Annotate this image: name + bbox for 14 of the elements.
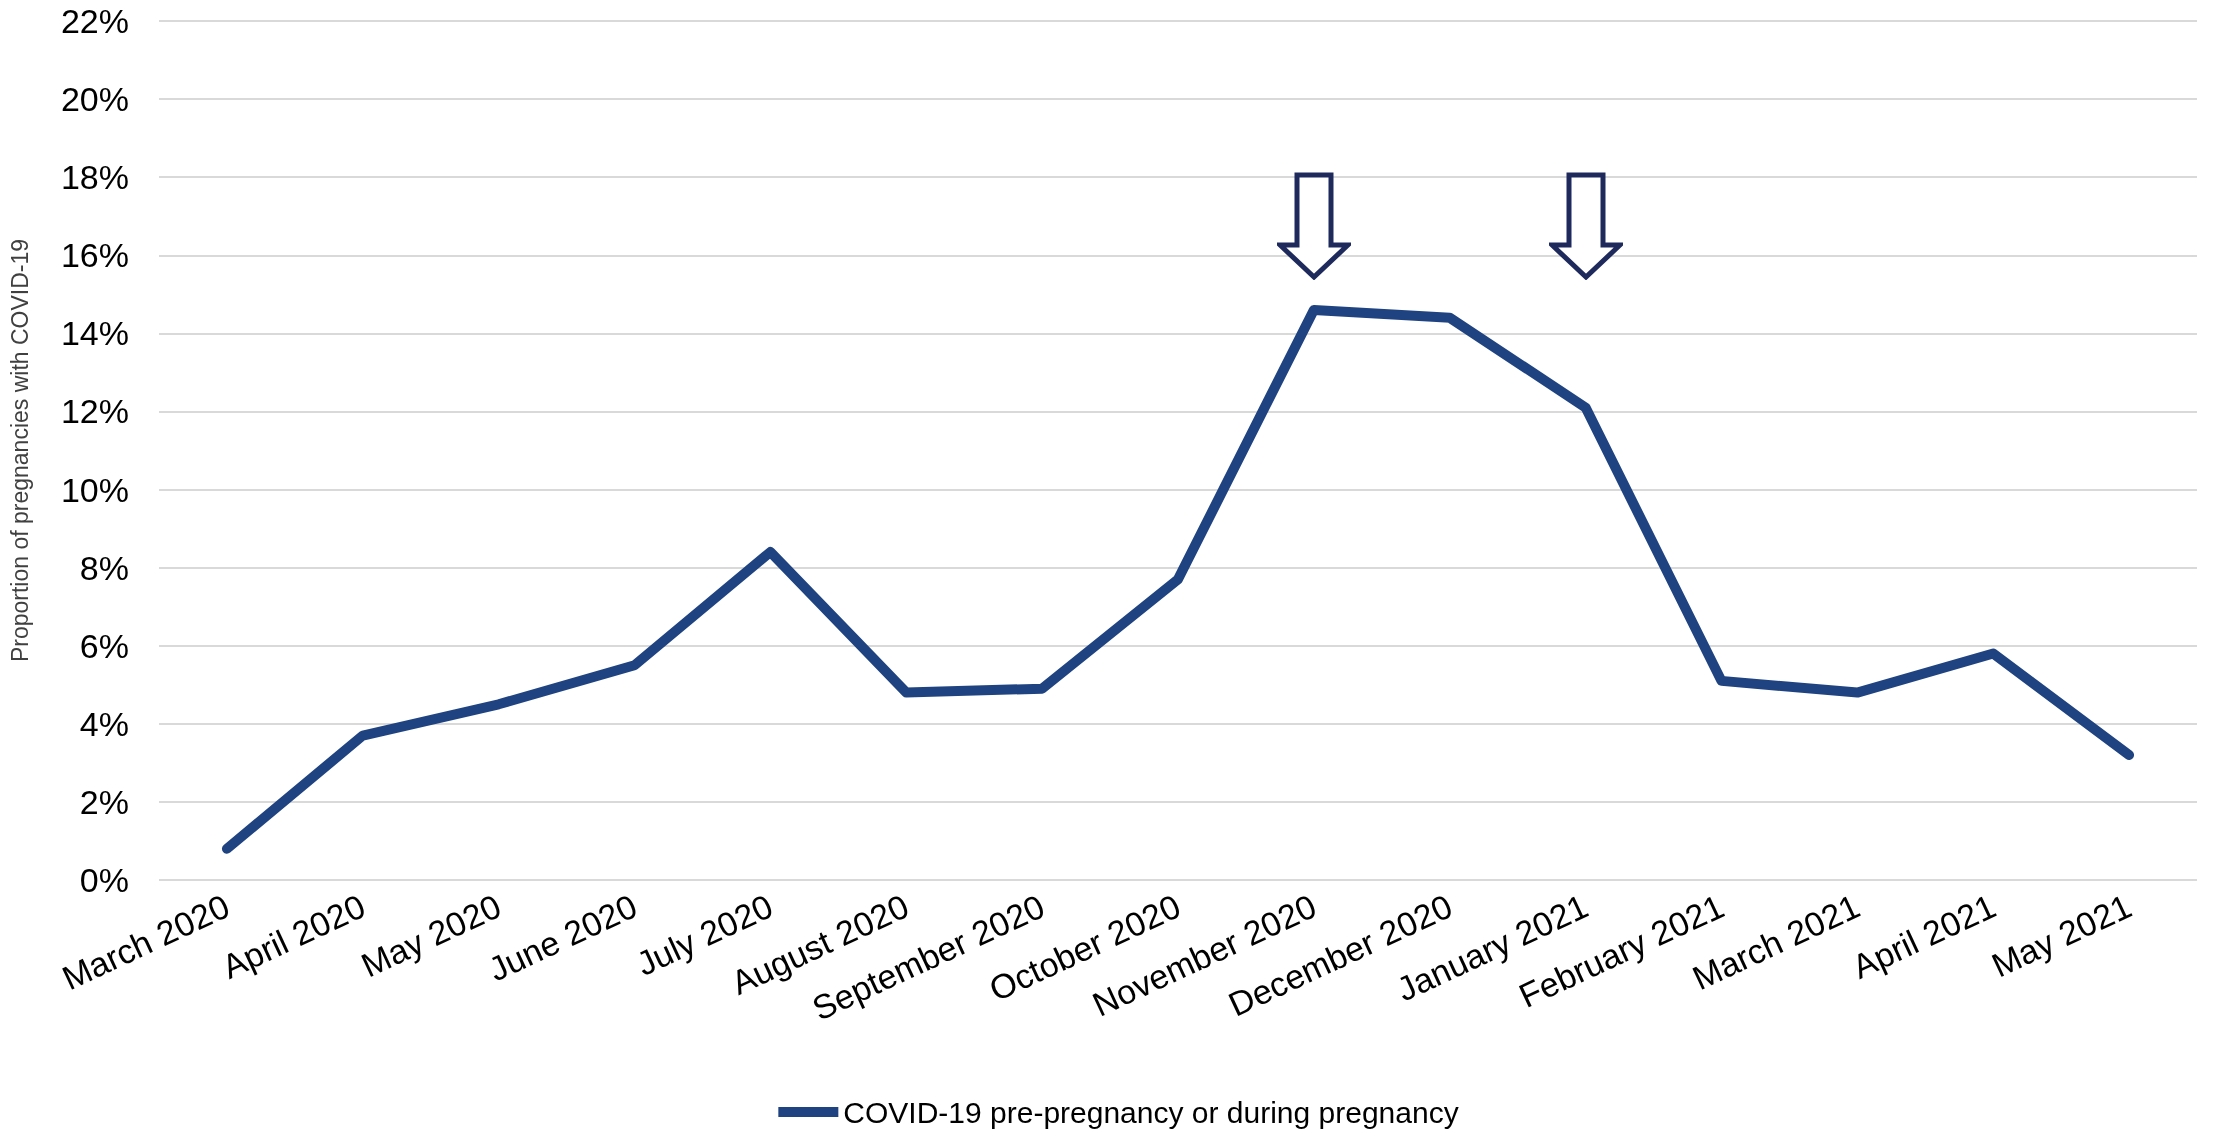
- y-tick-label: 2%: [79, 782, 129, 821]
- y-tick-label: 6%: [79, 626, 129, 665]
- y-tick-label: 4%: [79, 704, 129, 743]
- y-tick-label: 14%: [60, 314, 129, 353]
- y-tick-label: 12%: [60, 392, 129, 431]
- y-axis-title: Proportion of pregnancies with COVID-19: [6, 238, 33, 663]
- y-tick-label: 22%: [60, 2, 129, 40]
- y-tick-label: 18%: [60, 158, 129, 197]
- y-tick-label: 8%: [79, 548, 129, 587]
- y-tick-label: 20%: [60, 80, 129, 119]
- y-tick-label: 16%: [60, 236, 129, 275]
- legend-label: COVID-19 pre-pregnancy or during pregnancy: [843, 1095, 1459, 1129]
- y-tick-label: 0%: [79, 861, 129, 899]
- y-tick-label: 10%: [60, 470, 129, 509]
